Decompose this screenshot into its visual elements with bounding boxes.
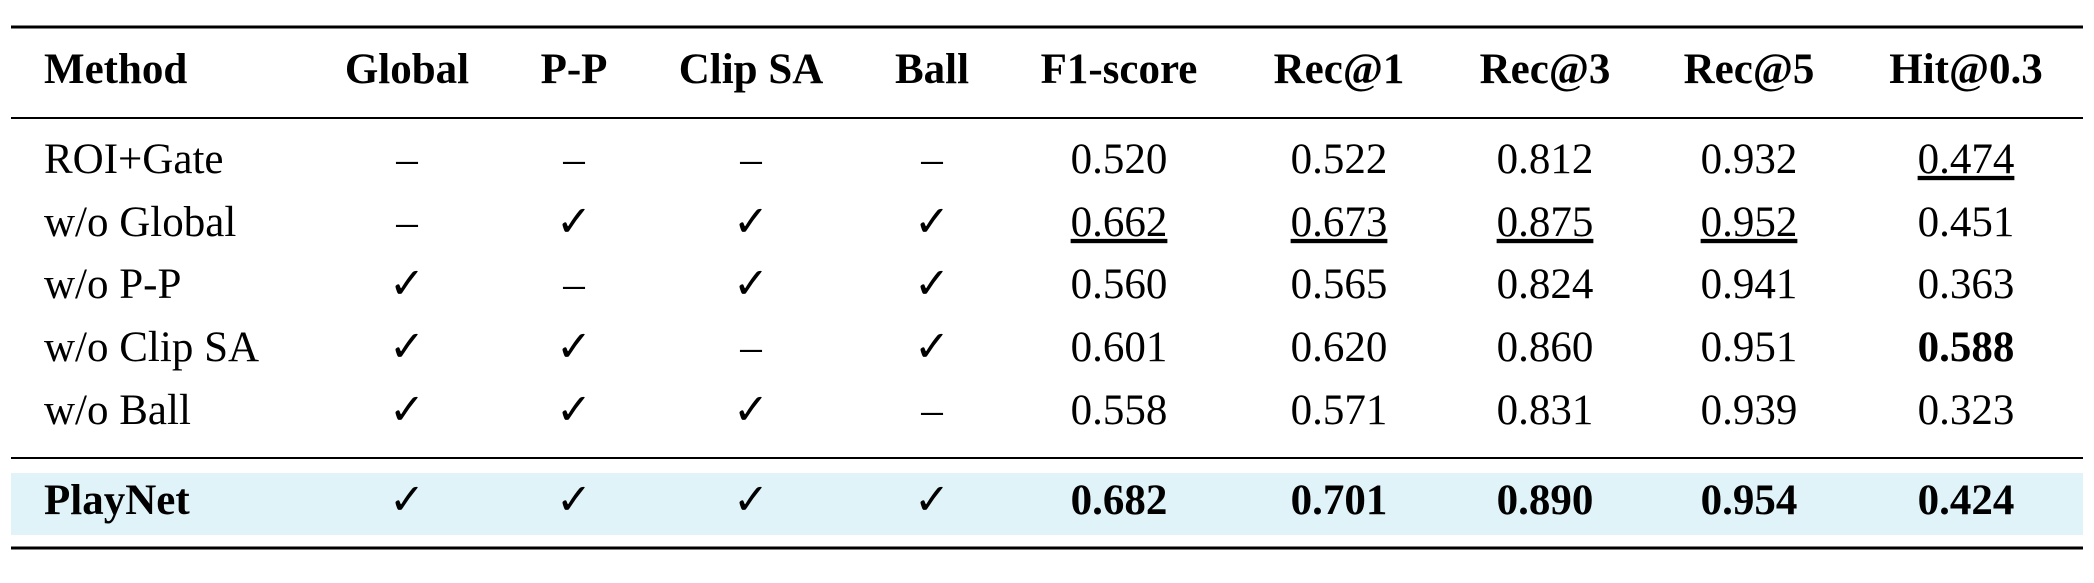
table-cell: – [739,324,762,371]
table-cell: ✓ [389,387,425,434]
highlight-cell: ✓ [733,477,769,524]
table-cell: ✓ [733,387,769,434]
table-cell: 0.363 [1918,261,2015,308]
table-cell: 0.601 [1071,324,1168,371]
table-cell: 0.558 [1071,387,1168,434]
table-cell: w/o P-P [44,261,181,308]
table-cell: 0.565 [1291,261,1388,308]
table-cell: 0.824 [1497,261,1594,308]
table-cell: 0.860 [1497,324,1594,371]
table-cell: 0.875 [1497,199,1594,246]
table-cell: – [920,136,943,183]
table-cell: ✓ [389,324,425,371]
highlight-cell: 0.682 [1071,477,1168,524]
highlight-cell: ✓ [556,477,592,524]
header-cell: P-P [541,46,608,93]
header-cell: F1-score [1041,46,1198,93]
table-cell: 0.522 [1291,136,1388,183]
table-cell: – [395,199,418,246]
table-cell: 0.451 [1918,199,2015,246]
table-cell: 0.520 [1071,136,1168,183]
table-cell: ROI+Gate [44,136,223,183]
highlight-cell: PlayNet [44,477,190,524]
table-cell: – [395,136,418,183]
highlight-cell: ✓ [914,477,950,524]
header-cell: Rec@5 [1684,46,1815,93]
table-cell: 0.941 [1701,261,1798,308]
header-cell: Rec@3 [1480,46,1611,93]
highlight-cell: ✓ [389,477,425,524]
table-cell: 0.932 [1701,136,1798,183]
header-cell: Ball [895,46,969,93]
table-cell: 0.812 [1497,136,1594,183]
table-cell: ✓ [389,261,425,308]
table-cell: – [562,136,585,183]
table-cell: 0.560 [1071,261,1168,308]
table-cell: 0.571 [1291,387,1388,434]
table-cell: w/o Clip SA [44,324,259,371]
table-cell: 0.620 [1291,324,1388,371]
highlight-band [11,473,2083,535]
highlight-cell: 0.701 [1291,477,1388,524]
table-cell: 0.588 [1918,324,2015,371]
highlight-cell: 0.424 [1918,477,2015,524]
highlight-cell: 0.954 [1701,477,1798,524]
table-cell: ✓ [914,261,950,308]
table-cell: ✓ [556,324,592,371]
header-cell: Method [44,46,187,93]
table-cell: 0.939 [1701,387,1798,434]
table-cell: 0.323 [1918,387,2015,434]
table-cell: ✓ [914,199,950,246]
table-cell: – [562,261,585,308]
table-cell: ✓ [556,387,592,434]
table-cell: 0.952 [1701,199,1798,246]
table-cell: – [920,387,943,434]
header-cell: Rec@1 [1274,46,1405,93]
table-cell: 0.831 [1497,387,1594,434]
table-cell: – [739,136,762,183]
header-cell: Hit@0.3 [1889,46,2042,93]
table-cell: ✓ [914,324,950,371]
table-cell: ✓ [733,199,769,246]
header-cell: Global [345,46,469,93]
highlight-cell: 0.890 [1497,477,1594,524]
table-cell: ✓ [733,261,769,308]
table-cell: 0.662 [1071,199,1168,246]
table-cell: w/o Global [44,199,236,246]
table-cell: 0.474 [1918,136,2015,183]
header-cell: Clip SA [679,46,824,93]
table-cell: 0.673 [1291,199,1388,246]
table-cell: w/o Ball [44,387,191,434]
table-cell: 0.951 [1701,324,1798,371]
table-cell: ✓ [556,199,592,246]
